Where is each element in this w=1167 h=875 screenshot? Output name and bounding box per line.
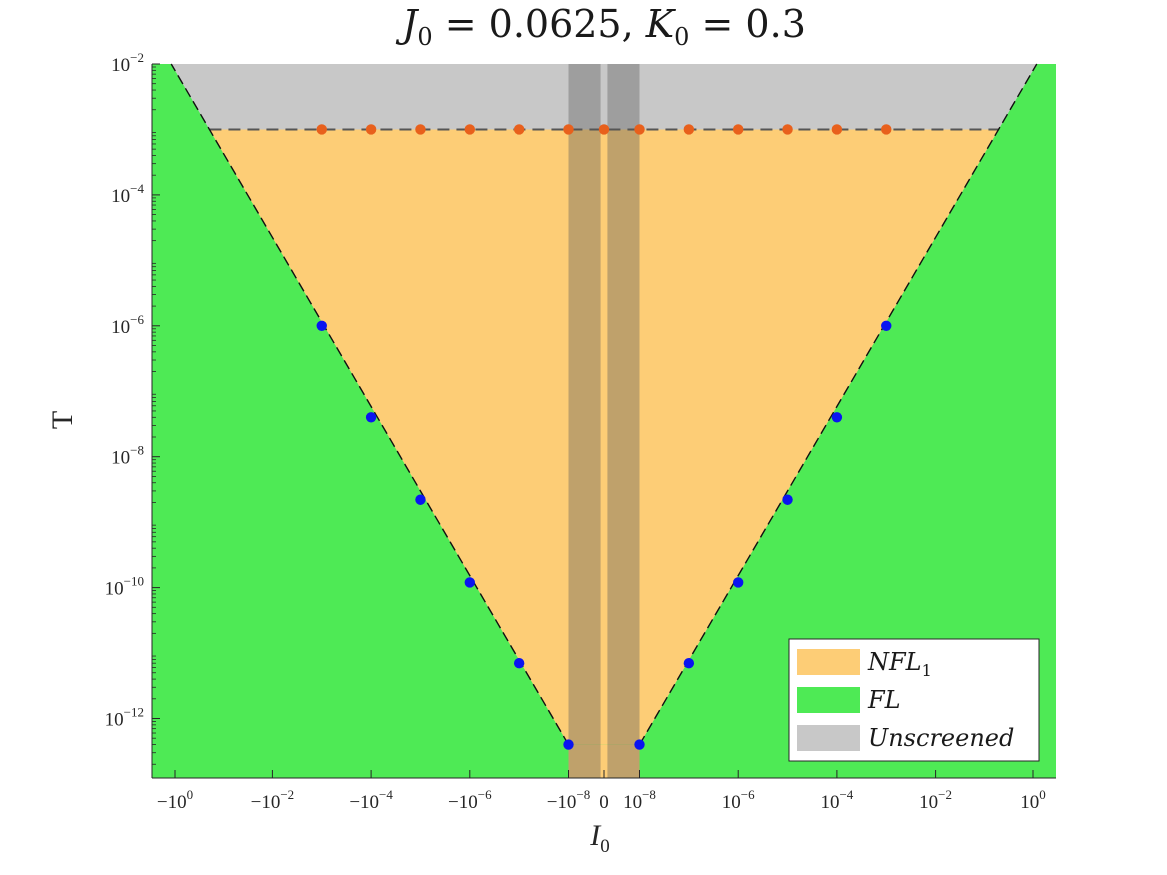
legend: NFL1 FL Unscreened — [788, 638, 1040, 762]
series-blue-markers — [316, 320, 892, 750]
y-tick-label: 10−8 — [111, 443, 144, 469]
y-tick-label: 10−10 — [105, 574, 144, 600]
y-tick-label: 10−6 — [111, 312, 144, 338]
data-point — [563, 124, 574, 135]
plot-area — [151, 63, 1056, 779]
legend-label: NFL1 — [867, 648, 932, 680]
unscreened-band-2 — [607, 64, 640, 778]
series-orange-markers — [316, 124, 892, 135]
x-tick-label: 10−2 — [919, 787, 952, 813]
y-axis-label: T — [46, 411, 79, 429]
legend-swatch — [797, 725, 860, 751]
data-point — [831, 124, 843, 135]
data-point — [733, 124, 744, 135]
data-point — [365, 412, 377, 423]
data-point — [733, 577, 744, 588]
data-point — [316, 124, 327, 135]
data-point — [513, 657, 525, 669]
x-tick-label: 10−6 — [722, 787, 755, 813]
y-tick-label: 10−4 — [111, 181, 144, 207]
crossover-line-left — [170, 63, 570, 746]
crossover-line-right — [638, 63, 1038, 746]
y-tick-label: 10−12 — [105, 705, 144, 731]
legend-swatch — [797, 687, 860, 713]
x-tick-label: −10−4 — [349, 787, 393, 813]
data-point — [464, 124, 475, 135]
data-point — [683, 657, 695, 669]
data-point — [881, 320, 892, 331]
data-point — [683, 124, 695, 135]
data-point — [598, 124, 610, 135]
y-axis: 10−2 10−4 10−6 10−8 10−10 10−12 — [105, 50, 160, 765]
x-tick-label: 0 — [599, 792, 609, 813]
data-point — [634, 124, 645, 135]
region-nfl1 — [209, 129, 999, 745]
data-point — [881, 124, 892, 135]
data-point — [415, 494, 426, 505]
data-point — [831, 412, 843, 423]
data-point — [316, 320, 327, 331]
x-tick-label: 10−8 — [623, 787, 656, 813]
x-tick-label: 10−4 — [820, 787, 853, 813]
data-point — [782, 124, 793, 135]
data-point — [782, 494, 793, 505]
data-point — [513, 124, 525, 135]
data-point — [563, 739, 574, 750]
unscreened-band-1 — [568, 64, 601, 778]
data-point — [634, 739, 645, 750]
chart-title: J0 = 0.0625, K0 = 0.3 — [395, 2, 806, 51]
legend-label: FL — [867, 686, 901, 714]
y-tick-label: 10−2 — [111, 50, 144, 76]
x-tick-label: −10−6 — [448, 787, 492, 813]
x-tick-label: −10−2 — [251, 787, 295, 813]
legend-label: Unscreened — [868, 724, 1014, 752]
x-tick-label: −10−8 — [547, 787, 591, 813]
data-point — [415, 124, 426, 135]
data-point — [464, 577, 475, 588]
data-point — [365, 124, 377, 135]
x-tick-label: 100 — [1020, 787, 1046, 813]
x-axis-label: I0 — [589, 819, 610, 857]
legend-swatch — [797, 649, 860, 675]
x-tick-label: −100 — [157, 787, 193, 813]
x-axis: −100 −10−2 −10−4 −10−6 −10−8 0 10−8 10−6 10−4 10−… — [157, 770, 1046, 813]
region-unscreened — [171, 64, 1037, 130]
